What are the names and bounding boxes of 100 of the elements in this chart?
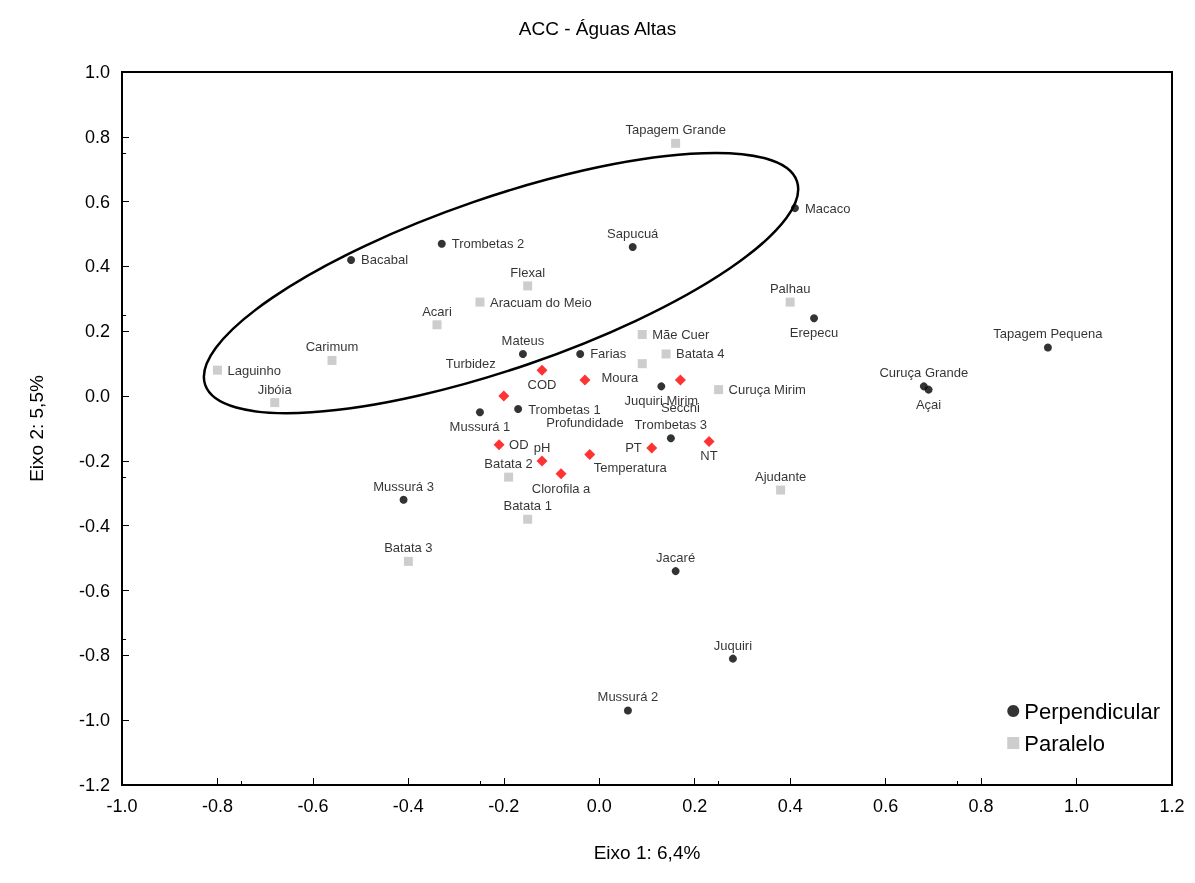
point xyxy=(637,359,647,369)
legend-label: Paralelo xyxy=(1024,730,1105,756)
data-label: Macaco xyxy=(804,200,851,216)
x-tick-label: 1.2 xyxy=(1159,796,1185,816)
data-label: PT xyxy=(625,440,642,456)
data-label: Profundidade xyxy=(546,415,624,431)
data-label: Mussurá 2 xyxy=(597,689,659,705)
data-label: pH xyxy=(533,439,551,455)
data-label: Mussurá 1 xyxy=(449,419,511,435)
data-label: Juquiri xyxy=(713,637,753,653)
data-label: Tapagem Pequena xyxy=(993,326,1104,342)
data-label: OD xyxy=(509,437,529,453)
data-label: Sapucuá xyxy=(607,226,660,242)
point xyxy=(523,514,533,524)
point xyxy=(579,374,591,386)
data-label: Laguinho xyxy=(227,362,281,378)
x-tick-label: 0.0 xyxy=(586,796,612,816)
data-label: Jibóia xyxy=(257,381,293,397)
point xyxy=(270,398,280,408)
point xyxy=(504,472,514,482)
x-tick-label: -0.2 xyxy=(488,796,520,816)
point xyxy=(498,390,510,402)
point xyxy=(661,349,671,359)
point xyxy=(576,349,585,358)
point xyxy=(347,255,356,264)
data-label: Jacaré xyxy=(656,550,696,566)
data-label: Aracuam do Meio xyxy=(489,294,592,310)
data-label: Trombetas 1 xyxy=(528,401,601,417)
point xyxy=(637,330,647,340)
y-tick-label: 0.6 xyxy=(84,191,110,212)
y-tick-label: 0.0 xyxy=(84,386,110,407)
y-tick-label: 0.4 xyxy=(84,256,110,277)
data-label: NT xyxy=(700,448,718,464)
data-label: Tapagem Grande xyxy=(625,122,726,138)
y-tick-label: 1.0 xyxy=(84,62,110,82)
y-tick-label: -0.2 xyxy=(78,450,110,471)
data-label: Turbidez xyxy=(445,355,496,371)
point xyxy=(623,706,632,715)
point xyxy=(475,297,485,307)
data-label: Batata 1 xyxy=(503,498,552,514)
point xyxy=(671,138,681,148)
x-tick-label: 1.0 xyxy=(1064,796,1090,816)
point xyxy=(810,314,819,323)
point xyxy=(475,408,484,417)
point xyxy=(493,439,505,451)
point xyxy=(703,435,715,447)
data-label: Temperatura xyxy=(593,460,668,476)
point xyxy=(666,434,675,443)
point xyxy=(657,382,666,391)
point xyxy=(536,364,548,376)
data-label: Trombetas 2 xyxy=(451,236,525,252)
x-tick-label: 0.8 xyxy=(968,796,994,816)
x-tick-label: -0.4 xyxy=(392,796,424,816)
point xyxy=(785,297,795,307)
point xyxy=(584,448,596,460)
x-tick-label: -1.0 xyxy=(106,796,138,816)
y-tick-label: -0.6 xyxy=(78,580,110,601)
point xyxy=(518,349,527,358)
data-label: Acari xyxy=(422,303,452,319)
data-label: Batata 2 xyxy=(484,456,533,472)
data-label: Erepecu xyxy=(789,325,839,341)
data-label: Farias xyxy=(590,346,627,362)
data-label: Flexal xyxy=(510,264,546,280)
data-label: Mussurá 3 xyxy=(373,478,434,494)
x-tick-label: 0.2 xyxy=(682,796,708,816)
point xyxy=(776,485,786,495)
data-label: Mateus xyxy=(501,332,545,348)
data-label: COD xyxy=(527,377,557,393)
x-tick-label: -0.6 xyxy=(297,796,329,816)
data-label: Palhau xyxy=(769,281,811,297)
y-tick-label: -0.8 xyxy=(78,645,110,666)
y-tick-label: -1.0 xyxy=(78,710,110,731)
point xyxy=(327,355,337,365)
point xyxy=(646,442,658,454)
point xyxy=(728,654,737,663)
point xyxy=(671,567,680,576)
point xyxy=(399,495,408,504)
y-tick-label: -1.2 xyxy=(78,775,110,795)
point xyxy=(1043,343,1052,352)
data-label: Ajudante xyxy=(754,469,807,485)
legend-label: Perpendicular xyxy=(1024,698,1160,724)
point xyxy=(514,405,523,414)
point xyxy=(403,556,413,566)
x-tick-label: 0.4 xyxy=(777,796,803,816)
point xyxy=(536,455,548,467)
point xyxy=(437,239,446,248)
data-label: Clorofila a xyxy=(531,480,592,496)
point xyxy=(714,385,724,395)
point xyxy=(523,281,533,291)
y-axis-title: Eixo 2: 5,5% xyxy=(26,375,47,482)
y-tick-label: 0.8 xyxy=(84,126,110,147)
data-label: Curuça Grande xyxy=(879,365,969,381)
point xyxy=(924,385,933,394)
y-tick-label: -0.4 xyxy=(78,515,110,536)
data-label: Batata 4 xyxy=(676,346,725,362)
data-label: Bacabal xyxy=(361,252,409,268)
point xyxy=(432,320,442,330)
x-axis-title: Eixo 1: 6,4% xyxy=(593,842,701,863)
y-tick-label: 0.2 xyxy=(84,321,110,342)
point xyxy=(212,365,222,375)
